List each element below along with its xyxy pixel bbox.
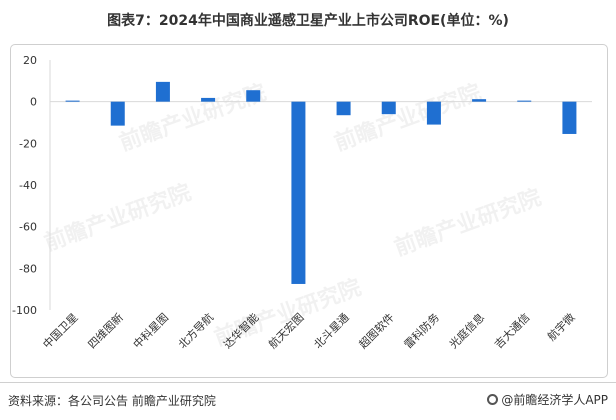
brand-logo-icon <box>487 394 499 405</box>
x-tick-label: 吉大通信 <box>491 310 532 351</box>
x-tick-label: 中国卫星 <box>40 311 80 351</box>
source-note: 资料来源：各公司公告 前瞻产业研究院 <box>8 394 216 408</box>
bar <box>65 100 80 102</box>
x-tick-label: 雷科防务 <box>401 310 442 351</box>
y-tick-label: -80 <box>19 262 37 275</box>
x-tick-label: 北方导航 <box>175 310 216 351</box>
x-tick-label: 北斗星通 <box>311 311 351 351</box>
bar <box>291 101 306 284</box>
bar <box>517 100 532 102</box>
y-tick-label: 20 <box>23 54 37 67</box>
y-tick-label: -20 <box>19 137 37 150</box>
bar <box>336 101 351 116</box>
footer-divider <box>0 382 616 383</box>
bar <box>472 99 487 102</box>
bar <box>110 101 125 126</box>
brand-logo: @前瞻经济学人APP <box>487 391 608 408</box>
x-tick-label: 航天宏图 <box>266 310 307 351</box>
chart-title: 图表7：2024年中国商业遥感卫星产业上市公司ROE(单位：%) <box>107 13 509 29</box>
bar <box>201 97 216 102</box>
x-tick-label: 超图软件 <box>356 310 397 351</box>
y-tick-label: -60 <box>19 221 37 234</box>
chart-panel <box>10 44 608 378</box>
y-tick-label: 0 <box>30 96 37 109</box>
y-tick-label: -40 <box>19 179 37 192</box>
bar <box>426 101 441 125</box>
bar <box>562 101 577 134</box>
x-tick-label: 光庭信息 <box>446 310 487 351</box>
bar <box>155 81 170 102</box>
x-tick-label: 达华智能 <box>220 310 261 351</box>
x-tick-label: 航宇微 <box>544 310 577 343</box>
bar <box>381 101 396 115</box>
brand-text: @前瞻经济学人APP <box>501 393 608 407</box>
x-tick-label: 四维图新 <box>85 310 126 351</box>
y-tick-label: -100 <box>12 304 37 317</box>
x-tick-label: 中科星图 <box>130 310 171 351</box>
bar-chart: 200-20-40-60-80-100中国卫星 四维图新 中科星图 北方导航 达华智能航… <box>12 54 592 351</box>
bar <box>246 90 261 102</box>
